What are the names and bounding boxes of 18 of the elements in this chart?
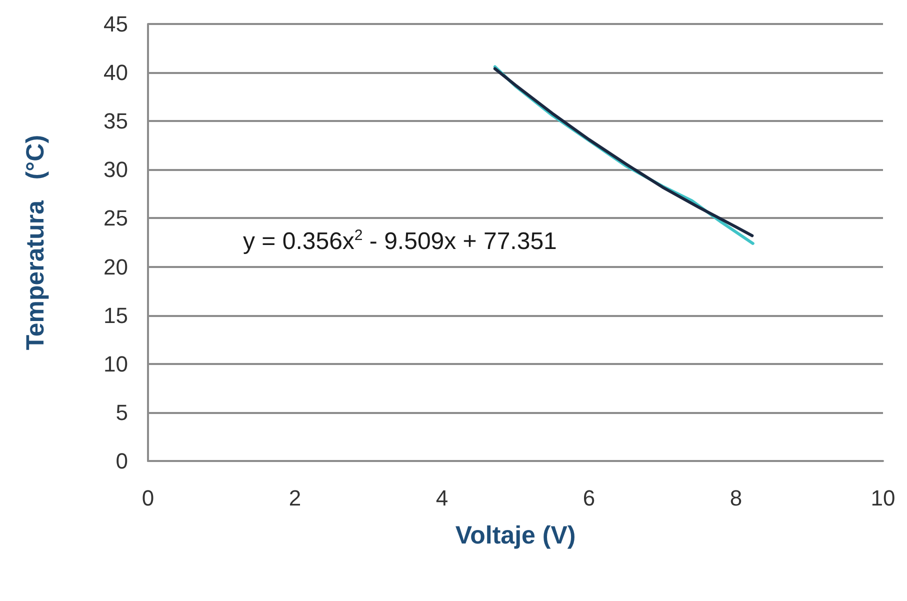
x-tick-label: 6 xyxy=(582,486,596,510)
x-tick-label: 0 xyxy=(142,486,154,510)
y-tick-label: 15 xyxy=(104,302,128,328)
y-tick-label: 30 xyxy=(104,157,128,182)
y-tick-label: 35 xyxy=(104,108,128,134)
y-tick-label: 10 xyxy=(104,351,128,376)
x-tick-label: 4 xyxy=(436,486,448,510)
x-tick-label: 8 xyxy=(730,486,742,510)
y-axis-title: Temperatura (°C) xyxy=(22,134,50,350)
y-tick-label: 45 xyxy=(104,12,128,36)
y-tick-label: 25 xyxy=(104,206,128,231)
y-tick-label: 0 xyxy=(116,448,128,474)
x-tick-label: 2 xyxy=(288,486,302,510)
y-tick-label: 5 xyxy=(116,400,128,425)
y-tick-label: 40 xyxy=(104,60,128,86)
x-axis-title: Voltaje (V) xyxy=(455,522,576,550)
x-tick-label: 10 xyxy=(870,486,896,510)
y-tick-label: 20 xyxy=(104,254,128,280)
